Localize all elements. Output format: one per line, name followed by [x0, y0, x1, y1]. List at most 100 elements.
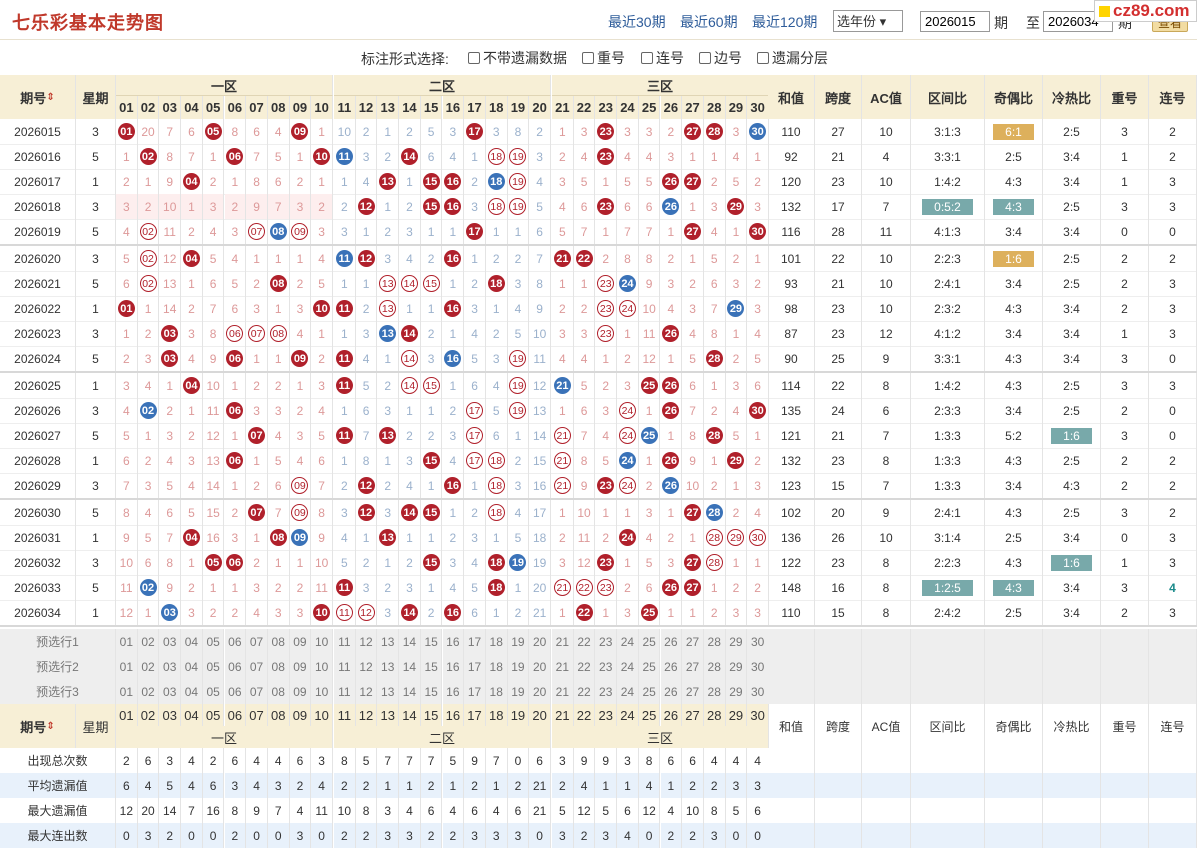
preselect-number[interactable]: 08	[267, 679, 290, 704]
issue-header[interactable]: 期号 ⇕	[0, 75, 76, 119]
preselect-number[interactable]: 26	[660, 629, 683, 654]
preselect-number[interactable]: 29	[725, 679, 748, 704]
preselect-number[interactable]: 25	[638, 654, 661, 679]
preselect-number[interactable]: 29	[725, 629, 748, 654]
preselect-number[interactable]: 21	[552, 629, 574, 654]
option-no-miss[interactable]: 不带遗漏数据	[468, 48, 567, 68]
from-issue-input[interactable]	[920, 11, 990, 32]
preselect-number[interactable]: 13	[377, 679, 400, 704]
preselect-number[interactable]: 30	[747, 679, 769, 704]
option-consec[interactable]: 连号	[641, 48, 684, 68]
preselect-number[interactable]: 05	[202, 679, 225, 704]
checkbox-icon[interactable]	[582, 52, 594, 64]
sort-icon[interactable]: ⇕	[46, 91, 55, 103]
preselect-number[interactable]: 26	[660, 679, 683, 704]
preselect-number[interactable]: 06	[224, 654, 247, 679]
preselect-number[interactable]: 02	[137, 629, 160, 654]
preselect-number[interactable]: 20	[529, 629, 551, 654]
preselect-number[interactable]: 16	[442, 629, 465, 654]
preselect-number[interactable]: 05	[202, 629, 225, 654]
preselect-number[interactable]: 25	[638, 629, 661, 654]
recent-30-link[interactable]: 最近30期	[608, 14, 666, 30]
preselect-number[interactable]: 29	[725, 654, 748, 679]
preselect-number[interactable]: 28	[703, 654, 726, 679]
preselect-number[interactable]: 15	[420, 629, 443, 654]
preselect-number[interactable]: 07	[246, 679, 268, 704]
preselect-number[interactable]: 14	[399, 654, 421, 679]
preselect-number[interactable]: 09	[289, 629, 312, 654]
preselect-number[interactable]: 10	[311, 654, 333, 679]
preselect-number[interactable]: 28	[703, 679, 726, 704]
preselect-number[interactable]: 22	[573, 654, 596, 679]
preselect-number[interactable]: 30	[747, 654, 769, 679]
preselect-number[interactable]: 27	[682, 654, 704, 679]
preselect-number[interactable]: 02	[137, 654, 160, 679]
preselect-number[interactable]: 04	[181, 629, 203, 654]
preselect-number[interactable]: 14	[399, 629, 421, 654]
preselect-number[interactable]: 21	[552, 654, 574, 679]
preselect-number[interactable]: 19	[507, 629, 530, 654]
preselect-number[interactable]: 16	[442, 654, 465, 679]
preselect-number[interactable]: 30	[747, 629, 769, 654]
preselect-number[interactable]: 12	[355, 654, 378, 679]
preselect-number[interactable]: 18	[485, 654, 508, 679]
preselect-number[interactable]: 13	[377, 654, 400, 679]
preselect-number[interactable]: 23	[595, 679, 618, 704]
preselect-number[interactable]: 12	[355, 679, 378, 704]
recent-120-link[interactable]: 最近120期	[752, 14, 818, 30]
recent-60-link[interactable]: 最近60期	[680, 14, 738, 30]
preselect-number[interactable]: 24	[617, 679, 639, 704]
preselect-number[interactable]: 13	[377, 629, 400, 654]
preselect-number[interactable]: 02	[137, 679, 160, 704]
preselect-number[interactable]: 22	[573, 679, 596, 704]
preselect-number[interactable]: 08	[267, 654, 290, 679]
preselect-number[interactable]: 09	[289, 679, 312, 704]
option-repeat[interactable]: 重号	[582, 48, 625, 68]
preselect-number[interactable]: 17	[464, 629, 486, 654]
preselect-number[interactable]: 06	[224, 679, 247, 704]
preselect-number[interactable]: 25	[638, 679, 661, 704]
preselect-number[interactable]: 23	[595, 629, 618, 654]
preselect-number[interactable]: 16	[442, 679, 465, 704]
preselect-number[interactable]: 17	[464, 679, 486, 704]
preselect-number[interactable]: 11	[334, 679, 356, 704]
preselect-number[interactable]: 11	[334, 654, 356, 679]
preselect-number[interactable]: 01	[116, 654, 138, 679]
preselect-number[interactable]: 01	[116, 629, 138, 654]
preselect-number[interactable]: 10	[311, 629, 333, 654]
issue-footer-header[interactable]: 期号 ⇕	[0, 704, 76, 748]
preselect-number[interactable]: 26	[660, 654, 683, 679]
preselect-number[interactable]: 18	[485, 629, 508, 654]
preselect-number[interactable]: 07	[246, 654, 268, 679]
option-edge[interactable]: 边号	[699, 48, 742, 68]
checkbox-icon[interactable]	[699, 52, 711, 64]
preselect-number[interactable]: 03	[159, 629, 182, 654]
preselect-number[interactable]: 22	[573, 629, 596, 654]
preselect-number[interactable]: 01	[116, 679, 138, 704]
preselect-number[interactable]: 08	[267, 629, 290, 654]
preselect-number[interactable]: 03	[159, 654, 182, 679]
preselect-number[interactable]: 12	[355, 629, 378, 654]
preselect-number[interactable]: 19	[507, 654, 530, 679]
preselect-number[interactable]: 20	[529, 679, 551, 704]
preselect-number[interactable]: 24	[617, 629, 639, 654]
preselect-number[interactable]: 15	[420, 654, 443, 679]
preselect-number[interactable]: 15	[420, 679, 443, 704]
preselect-number[interactable]: 05	[202, 654, 225, 679]
option-miss-layer[interactable]: 遗漏分层	[757, 48, 828, 68]
preselect-number[interactable]: 11	[334, 629, 356, 654]
preselect-number[interactable]: 21	[552, 679, 574, 704]
preselect-number[interactable]: 28	[703, 629, 726, 654]
year-select[interactable]: 选年份 ▾	[833, 10, 903, 32]
checkbox-icon[interactable]	[468, 52, 480, 64]
preselect-number[interactable]: 04	[181, 654, 203, 679]
preselect-number[interactable]: 18	[485, 679, 508, 704]
preselect-number[interactable]: 24	[617, 654, 639, 679]
preselect-number[interactable]: 03	[159, 679, 182, 704]
preselect-number[interactable]: 07	[246, 629, 268, 654]
preselect-number[interactable]: 27	[682, 629, 704, 654]
preselect-number[interactable]: 19	[507, 679, 530, 704]
preselect-number[interactable]: 10	[311, 679, 333, 704]
checkbox-icon[interactable]	[641, 52, 653, 64]
preselect-number[interactable]: 06	[224, 629, 247, 654]
